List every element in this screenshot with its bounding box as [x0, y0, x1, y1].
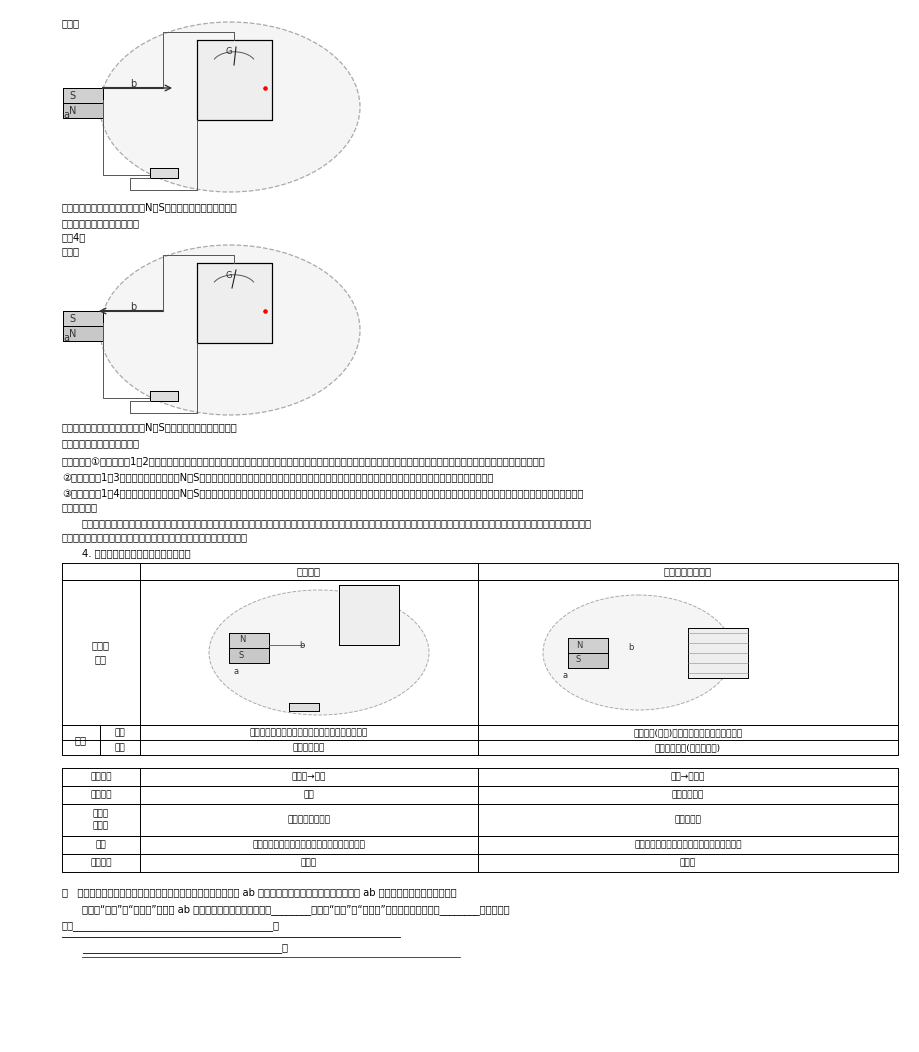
Text: 电能→机械能: 电能→机械能 [670, 772, 705, 782]
Text: G: G [225, 270, 232, 280]
Text: 条件: 条件 [115, 728, 125, 737]
Text: 外力: 外力 [303, 790, 314, 800]
Text: 导体中: 导体中 [93, 809, 109, 818]
Text: 电磁感应: 电磁感应 [297, 566, 321, 576]
Text: 电动机: 电动机 [679, 858, 696, 868]
Bar [229, 647, 268, 663]
Text: 图示：: 图示： [62, 246, 80, 256]
Text: 实验装: 实验装 [92, 641, 110, 650]
Text: 实验方法：闭合开关，将磁体的N、S极对调，让导体向左运动。: 实验方法：闭合开关，将磁体的N、S极对调，让导体向左运动。 [62, 422, 237, 432]
Text: 发电机: 发电机 [301, 858, 317, 868]
Bar [62, 103, 103, 118]
Text: 因电磁感应而产生: 因电磁感应而产生 [287, 815, 330, 825]
Text: a: a [562, 670, 568, 680]
Text: ③比较序号为1、4的实验可知，调换磁体N、S极的位置，同时使导体做切割磁感线运动的方向反向，感应电流的方向相同，说明同时使磁场方向和导体做切割磁感线运动的方向反: ③比较序号为1、4的实验可知，调换磁体N、S极的位置，同时使导体做切割磁感线运动… [62, 488, 583, 498]
Text: 探究分析：①比较序号为1、2的实验可知，在磁场方向不变时，导体做切割磁感线运动的方向相反，感应电流的方向相反，说明感应电流的方向与导体切割磁感线运动的方向有关。: 探究分析：①比较序号为1、2的实验可知，在磁场方向不变时，导体做切割磁感线运动的… [62, 456, 545, 466]
Text: N: N [575, 641, 582, 649]
Bar [338, 585, 399, 645]
Text: N: N [69, 106, 76, 116]
Bar [62, 311, 103, 326]
Text: 结果: 结果 [115, 743, 125, 752]
Bar [687, 627, 747, 677]
Bar [62, 88, 103, 103]
Text: 的电流: 的电流 [93, 822, 109, 830]
Ellipse shape [100, 245, 359, 414]
Text: ②比较序号为1、3的实验可知，调换磁体N、S极的位置，导体做切割磁感线运动的方向相同，感应电流的方向相反，说明感应电流的方向与磁场的方向有关。: ②比较序号为1、3的实验可知，调换磁体N、S极的位置，导体做切割磁感线运动的方向… [62, 472, 493, 482]
Text: a: a [233, 667, 239, 675]
Text: S: S [69, 92, 75, 101]
Text: 的方向和导体做切割磁感线运动的方向反向，则感应电流的方向不变。: 的方向和导体做切割磁感线运动的方向反向，则感应电流的方向不变。 [62, 532, 248, 542]
Bar [229, 632, 268, 647]
Text: 受到力的作用(运动、转动): 受到力的作用(运动、转动) [654, 743, 720, 752]
Text: 磁场的作用力: 磁场的作用力 [671, 790, 703, 800]
Text: 机械能→电能: 机械能→电能 [291, 772, 326, 782]
Text: 例   如图所示是探究电磁感应现象的实验装置，装置中的铜直导线 ab 通过导线接在电流表的两接线柱上，当 ab 迅速向上运动时，电流计指针: 例 如图所示是探究电磁感应现象的实验装置，装置中的铜直导线 ab 通过导线接在电… [62, 887, 456, 897]
Bar [567, 652, 607, 668]
Text: S: S [575, 655, 581, 665]
Text: 现象: 现象 [75, 735, 87, 745]
Text: 磁场对电流的作用: 磁场对电流的作用 [664, 566, 711, 576]
Text: 探究归纳：在电磁感应中，感应电流的方向跟导体在磁场中做切割磁感线运动的方向和磁场的方向有关。只改变磁场的方向或导体做切割磁感线运动的方向，感应电流的方向改变；若: 探究归纳：在电磁感应中，感应电流的方向跟导体在磁场中做切割磁感线运动的方向和磁场… [82, 518, 591, 528]
Text: 图示：: 图示： [62, 18, 80, 28]
Text: 由电源供给: 由电源供给 [674, 815, 700, 825]
Text: a: a [62, 333, 69, 343]
Ellipse shape [209, 590, 428, 715]
Text: b: b [628, 643, 632, 651]
Text: 流方向不变。: 流方向不变。 [62, 502, 98, 512]
Bar [150, 391, 177, 401]
Text: 实验4：: 实验4： [62, 232, 86, 242]
Ellipse shape [542, 595, 732, 710]
Bar [62, 326, 103, 341]
Bar [197, 263, 272, 343]
Text: 实验方法：闭合开关，将磁体的N、S极对调，让导体向右运动。: 实验方法：闭合开关，将磁体的N、S极对调，让导体向右运动。 [62, 202, 237, 213]
Ellipse shape [100, 22, 359, 193]
Text: S: S [69, 313, 75, 324]
Text: 表明________________________________________。: 表明______________________________________… [62, 920, 279, 931]
Text: 置图: 置图 [95, 654, 107, 665]
Text: G: G [225, 47, 232, 57]
Text: 导体受力的方向与电流方向和磁感线方向有关: 导体受力的方向与电流方向和磁感线方向有关 [633, 841, 741, 850]
Text: b: b [130, 302, 136, 312]
Text: 通电导线(线圈)在磁场中，且与磁感线不平行: 通电导线(线圈)在磁场中，且与磁感线不平行 [633, 728, 742, 737]
Text: N: N [239, 635, 245, 645]
Text: a: a [62, 110, 69, 120]
Text: 4. 电磁感应和磁场对电流的作用的区别: 4. 电磁感应和磁场对电流的作用的区别 [82, 548, 190, 558]
Text: N: N [69, 329, 76, 339]
Bar [289, 703, 319, 710]
Text: 闭合电路的一部分导体在磁场中做切割磁感线运动: 闭合电路的一部分导体在磁场中做切割磁感线运动 [250, 728, 368, 737]
Text: 能量转化: 能量转化 [90, 772, 111, 782]
Text: b: b [130, 79, 136, 89]
Text: 主要应用: 主要应用 [90, 858, 111, 868]
Bar [150, 168, 177, 178]
Text: 现象：电流表指针向左偏转。: 现象：电流表指针向左偏转。 [62, 218, 140, 228]
Text: （选填“偏转”或“不偏转”）；将 ab 改为向左运动时，电流计指针________（选填“偏转”或“不偏转”）；实验时开关应该________，实验结果: （选填“偏转”或“不偏转”）；将 ab 改为向左运动时，电流计指针_______… [82, 904, 509, 915]
Text: 感应电流的方向与导体运动方向和磁场方向有关: 感应电流的方向与导体运动方向和磁场方向有关 [253, 841, 365, 850]
Text: 现象：电流表指针向右偏转。: 现象：电流表指针向右偏转。 [62, 438, 140, 448]
Bar [567, 638, 607, 652]
Text: 产生感应电流: 产生感应电流 [292, 743, 324, 752]
Text: S: S [239, 650, 244, 660]
Bar [197, 40, 272, 120]
Text: 力的性质: 力的性质 [90, 790, 111, 800]
Text: b: b [299, 641, 304, 649]
Text: 方向: 方向 [96, 841, 107, 850]
Text: ________________________________________。: ________________________________________… [82, 943, 288, 953]
